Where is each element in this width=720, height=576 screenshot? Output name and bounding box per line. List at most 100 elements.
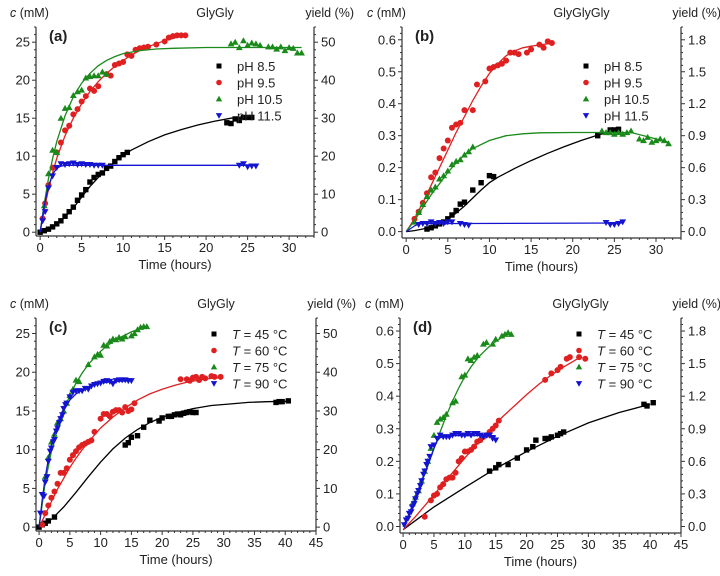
x-tick-label: 20	[519, 537, 533, 552]
fit-line	[39, 46, 302, 233]
data-point	[49, 224, 56, 230]
data-point	[228, 120, 234, 127]
data-point	[473, 81, 480, 88]
data-point	[440, 145, 447, 152]
data-point	[121, 333, 129, 340]
data-point	[112, 336, 120, 343]
data-point	[232, 116, 238, 122]
fit-line	[402, 434, 496, 527]
data-point	[615, 129, 622, 136]
data-point	[249, 114, 255, 121]
data-point	[458, 455, 465, 462]
legend-label: pH 10.5	[237, 92, 283, 107]
y-right-tick-label: 1.8	[688, 324, 706, 339]
y-axis-title-left: c (mM)	[365, 297, 404, 311]
data-point	[57, 139, 64, 146]
data-point	[43, 474, 51, 481]
series-red	[405, 38, 555, 232]
data-point	[457, 201, 463, 207]
legend-label: T = 60 °C	[232, 344, 287, 359]
y-axis-title-unit: (mM)	[373, 6, 406, 20]
data-point	[598, 127, 606, 134]
data-point	[515, 51, 522, 58]
fit-line	[405, 42, 552, 232]
y-tick-label: 0.2	[376, 454, 394, 469]
data-point	[424, 226, 430, 232]
data-point	[78, 98, 85, 105]
data-point	[231, 38, 239, 45]
data-point	[119, 409, 126, 416]
y-right-tick-label: 0	[321, 225, 328, 240]
data-point	[174, 411, 181, 417]
data-point	[469, 143, 477, 150]
y-tick-label: 10	[16, 442, 30, 457]
data-point	[461, 199, 468, 205]
data-point	[127, 378, 135, 385]
data-point	[140, 424, 147, 430]
y-right-tick-label: 1.8	[688, 32, 706, 47]
y-tick-label: 0.4	[378, 96, 396, 111]
data-point	[57, 114, 65, 121]
legend-label: pH 9.5	[237, 76, 275, 91]
data-point	[91, 87, 98, 94]
data-point	[65, 161, 73, 168]
data-point	[95, 83, 102, 90]
y-axis-title-variable: c	[10, 297, 17, 311]
series-green	[405, 127, 672, 232]
panel-label: (a)	[49, 28, 67, 45]
y-tick-label: 0.2	[378, 160, 396, 175]
data-point	[455, 431, 463, 438]
data-point	[489, 435, 497, 442]
data-point	[107, 72, 114, 79]
x-tick-label: 40	[643, 537, 657, 552]
data-point	[49, 173, 56, 180]
data-point	[97, 351, 105, 358]
y-right-tick-label: 20	[323, 442, 337, 457]
data-point	[503, 57, 510, 64]
legend-marker-triangle-down	[582, 113, 590, 119]
data-point	[106, 337, 114, 344]
y-tick-label: 0	[23, 520, 30, 535]
data-point	[41, 227, 47, 234]
data-point	[74, 197, 81, 203]
data-point	[453, 207, 459, 214]
y-right-tick-label: 1.5	[688, 64, 706, 79]
data-point	[619, 130, 627, 137]
y-right-tick-label: 0.3	[688, 192, 706, 207]
data-point	[465, 222, 473, 229]
data-point	[410, 501, 418, 508]
data-point	[452, 469, 459, 476]
fit-line	[402, 403, 651, 531]
data-point	[177, 412, 184, 418]
data-point	[62, 213, 68, 219]
data-point	[427, 219, 435, 226]
chart-title: GlyGlyGly	[552, 297, 609, 311]
data-point	[615, 221, 622, 228]
data-point	[635, 135, 643, 142]
data-point	[416, 483, 424, 490]
y-right-tick-label: 0.9	[688, 128, 706, 143]
data-point	[235, 44, 243, 51]
chart-title: GlyGly	[196, 6, 234, 20]
data-point	[84, 361, 92, 368]
data-point	[530, 443, 536, 450]
data-point	[548, 434, 555, 440]
data-point	[428, 174, 435, 181]
data-point	[103, 70, 110, 77]
y-tick-label: 0.1	[378, 192, 396, 207]
x-tick-label: 10	[458, 537, 472, 552]
data-point	[557, 430, 564, 437]
data-point	[444, 167, 452, 174]
legend-label-value: = 45 °C	[605, 327, 652, 342]
data-point	[415, 221, 423, 228]
legend-marker-triangle-up	[210, 363, 218, 370]
legend-marker-triangle-down	[575, 381, 583, 387]
data-point	[492, 437, 500, 444]
data-point	[430, 442, 438, 449]
data-point	[48, 494, 55, 501]
y-right-tick-label: 0.0	[688, 519, 706, 534]
data-point	[548, 370, 555, 377]
panel-label: (d)	[413, 319, 432, 336]
data-point	[103, 165, 110, 172]
data-point	[145, 43, 152, 50]
